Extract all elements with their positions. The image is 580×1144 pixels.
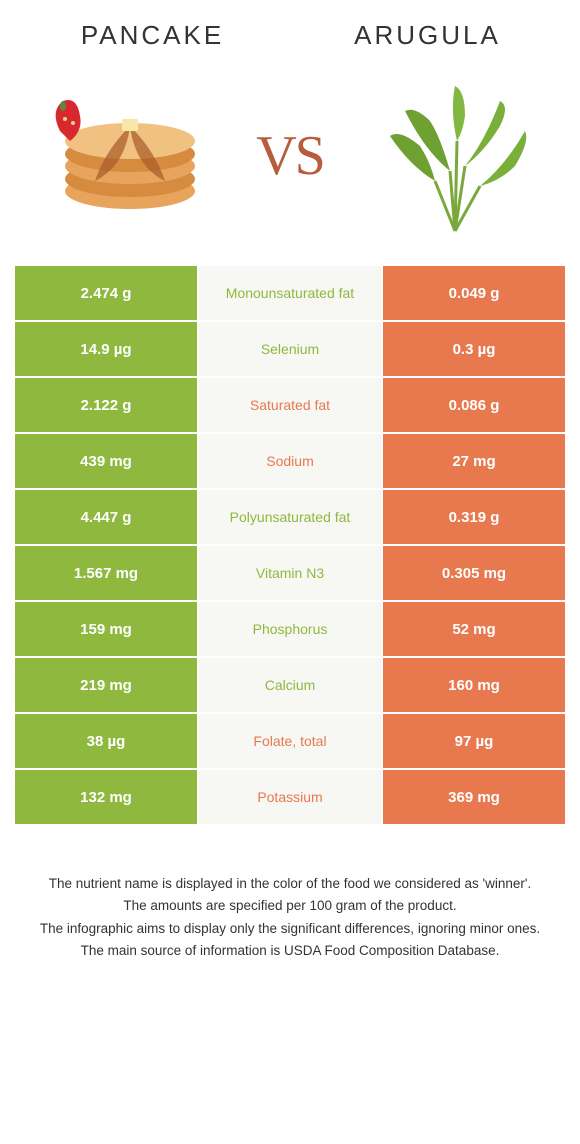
nutrient-value-right: 52 mg [383,602,565,656]
nutrient-row: 219 mgCalcium160 mg [15,658,565,712]
nutrient-row: 2.474 gMonounsaturated fat0.049 g [15,266,565,320]
nutrient-label: Potassium [199,770,381,824]
nutrient-value-left: 38 µg [15,714,197,768]
nutrient-label: Sodium [199,434,381,488]
nutrient-row: 14.9 µgSelenium0.3 µg [15,322,565,376]
food-title-left: Pancake [15,20,290,51]
nutrient-value-right: 0.049 g [383,266,565,320]
nutrient-label: Folate, total [199,714,381,768]
nutrient-value-left: 219 mg [15,658,197,712]
nutrient-label: Polyunsaturated fat [199,490,381,544]
infographic-container: Pancake Arugula VS [0,0,580,983]
images-row: VS [15,71,565,241]
footer-notes: The nutrient name is displayed in the co… [15,874,565,961]
nutrient-label: Vitamin N3 [199,546,381,600]
nutrient-value-right: 0.3 µg [383,322,565,376]
nutrient-label: Monounsaturated fat [199,266,381,320]
nutrient-value-right: 97 µg [383,714,565,768]
nutrient-label: Saturated fat [199,378,381,432]
nutrient-value-left: 159 mg [15,602,197,656]
nutrient-value-left: 1.567 mg [15,546,197,600]
nutrient-row: 38 µgFolate, total97 µg [15,714,565,768]
food-image-left [35,71,215,241]
nutrient-label: Phosphorus [199,602,381,656]
nutrient-row: 1.567 mgVitamin N30.305 mg [15,546,565,600]
nutrient-value-right: 0.086 g [383,378,565,432]
nutrient-row: 2.122 gSaturated fat0.086 g [15,378,565,432]
footer-line: The infographic aims to display only the… [25,919,555,939]
nutrient-row: 439 mgSodium27 mg [15,434,565,488]
nutrient-value-right: 0.319 g [383,490,565,544]
food-image-right [365,71,545,241]
food-title-right: Arugula [290,20,565,51]
nutrient-value-right: 160 mg [383,658,565,712]
nutrient-table: 2.474 gMonounsaturated fat0.049 g14.9 µg… [15,266,565,824]
nutrient-value-right: 369 mg [383,770,565,824]
nutrient-value-left: 2.122 g [15,378,197,432]
nutrient-row: 159 mgPhosphorus52 mg [15,602,565,656]
nutrient-value-left: 132 mg [15,770,197,824]
nutrient-label: Calcium [199,658,381,712]
nutrient-value-left: 4.447 g [15,490,197,544]
header-row: Pancake Arugula [15,20,565,51]
nutrient-value-right: 27 mg [383,434,565,488]
nutrient-label: Selenium [199,322,381,376]
nutrient-row: 132 mgPotassium369 mg [15,770,565,824]
nutrient-value-left: 439 mg [15,434,197,488]
footer-line: The amounts are specified per 100 gram o… [25,896,555,916]
footer-line: The nutrient name is displayed in the co… [25,874,555,894]
nutrient-value-left: 14.9 µg [15,322,197,376]
nutrient-row: 4.447 gPolyunsaturated fat0.319 g [15,490,565,544]
footer-line: The main source of information is USDA F… [25,941,555,961]
nutrient-value-right: 0.305 mg [383,546,565,600]
vs-label: VS [256,124,324,188]
nutrient-value-left: 2.474 g [15,266,197,320]
